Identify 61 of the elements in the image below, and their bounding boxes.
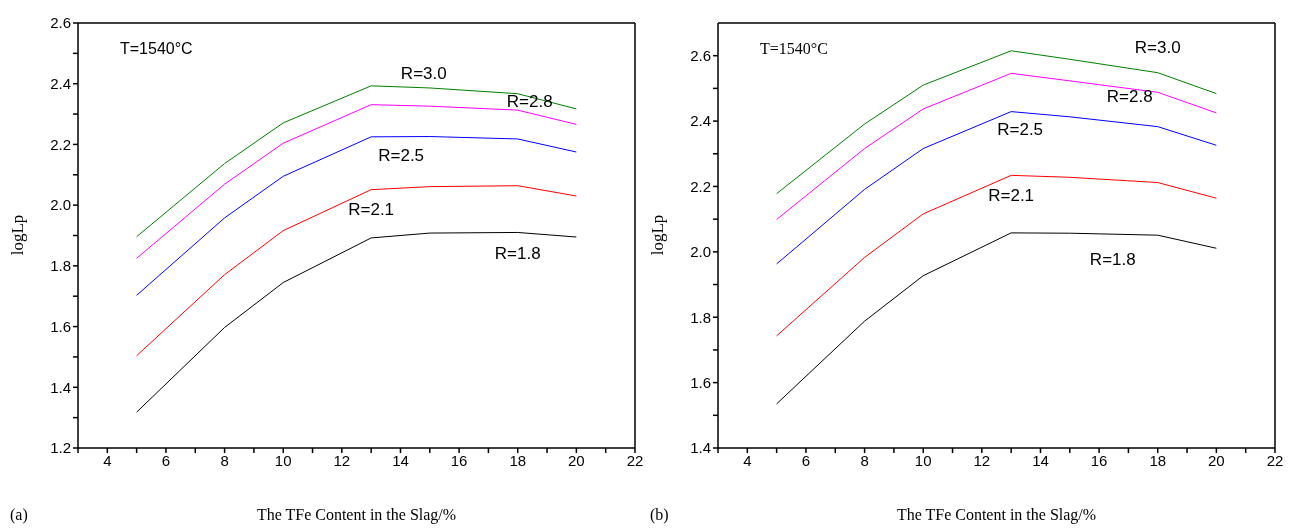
series-label: R=2.5 <box>997 120 1044 140</box>
x-tick-label: 22 <box>626 451 644 469</box>
x-tick-label: 6 <box>801 451 811 469</box>
x-tick-label: 18 <box>509 451 527 469</box>
series-label: R=2.8 <box>506 91 553 111</box>
y-tick-label: 1.6 <box>690 373 711 391</box>
y-tick-label: 2.4 <box>690 112 711 130</box>
x-tick-label: 8 <box>220 451 229 469</box>
series-label: R=2.1 <box>348 200 395 220</box>
y-tick-label: 1.4 <box>50 378 71 396</box>
text: (b) <box>650 506 669 524</box>
x-tick-label: 14 <box>392 451 409 469</box>
line-series <box>776 72 1217 220</box>
series-label: R=3.0 <box>400 64 447 84</box>
x-tick-label: 22 <box>1266 451 1284 469</box>
y-tick-label: 2.6 <box>50 14 71 32</box>
annotation: T=1540°C <box>120 40 193 58</box>
x-tick-label: 12 <box>973 451 991 469</box>
x-tick-label: 6 <box>161 451 171 469</box>
y-tick-label: 2.0 <box>690 243 711 261</box>
y-tick-label: 1.8 <box>690 308 711 326</box>
x-tick-label: 20 <box>1208 451 1225 469</box>
x-tick-label: 4 <box>103 451 112 469</box>
x-tick-label: 18 <box>1149 451 1167 469</box>
y-axis-title: logLp <box>8 214 28 256</box>
x-tick-label: 14 <box>1032 451 1049 469</box>
x-tick-label: 12 <box>333 451 351 469</box>
series-label: R=2.8 <box>1106 86 1153 106</box>
text: (a) <box>10 506 28 524</box>
line-series <box>136 185 577 357</box>
x-tick-label: 10 <box>914 451 932 469</box>
x-tick-label: 16 <box>450 451 468 469</box>
line-series <box>136 85 577 238</box>
y-axis-title: logLp <box>648 214 668 256</box>
x-tick-label: 16 <box>1090 451 1108 469</box>
series-label: R=2.5 <box>378 146 425 166</box>
y-tick-label: 2.4 <box>50 75 71 93</box>
y-tick-label: 2.0 <box>50 196 71 214</box>
y-tick-label: 2.6 <box>690 47 711 65</box>
line-series <box>776 111 1217 265</box>
line-series <box>776 232 1217 405</box>
line-series <box>776 174 1217 337</box>
series-label: R=3.0 <box>1134 38 1181 58</box>
x-tick-label: 10 <box>274 451 292 469</box>
series-label: R=1.8 <box>494 243 541 263</box>
x-tick-label: 20 <box>568 451 585 469</box>
y-tick-label: 1.2 <box>50 439 71 457</box>
series-label: R=1.8 <box>1089 249 1136 269</box>
annotation: T=1540°C <box>760 40 828 58</box>
x-axis-title: The TFe Content in the Slag/% <box>895 506 1098 524</box>
series-label: R=2.1 <box>988 185 1035 205</box>
x-axis-title: The TFe Content in the Slag/% <box>255 506 458 524</box>
line-series <box>136 136 577 296</box>
y-tick-label: 2.2 <box>690 177 711 195</box>
y-tick-label: 1.4 <box>690 439 711 457</box>
x-tick-label: 4 <box>743 451 752 469</box>
y-tick-label: 2.2 <box>50 135 71 153</box>
x-tick-label: 8 <box>860 451 869 469</box>
y-tick-label: 1.8 <box>50 257 71 275</box>
line-series <box>136 231 577 413</box>
y-tick-label: 1.6 <box>50 317 71 335</box>
